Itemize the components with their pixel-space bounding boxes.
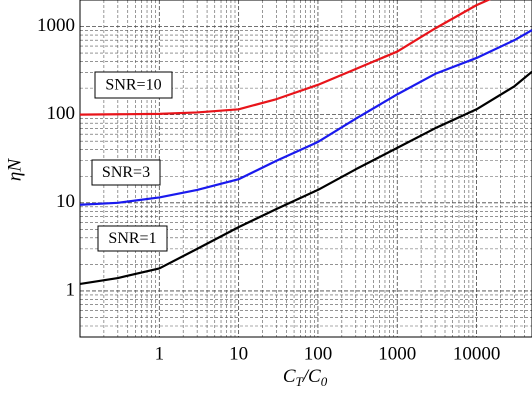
- x-label-part: /C: [302, 366, 321, 387]
- curves: [80, 0, 532, 286]
- plot-frame: [79, 0, 532, 338]
- series-line: [80, 70, 532, 286]
- series-line: [80, 0, 491, 116]
- x-label-sub: T: [296, 374, 304, 389]
- x-tick-label: 1: [155, 343, 165, 364]
- series-line: [80, 29, 532, 206]
- y-axis-label: ηN: [4, 158, 25, 181]
- labels: 1 10 100 1000 10000 1 10 100 1000 SNR=10 SNR=3 SNR=…: [37, 15, 500, 364]
- x-tick-label: 100: [304, 343, 333, 364]
- x-tick-label: 10: [229, 343, 248, 364]
- series-label: SNR=3: [102, 164, 150, 181]
- series-label-box: [94, 71, 173, 99]
- x-tick-label: 10000: [453, 343, 501, 364]
- series-label-box: [91, 159, 161, 186]
- y-tick-label: 100: [47, 103, 76, 124]
- x-tick-label: 1000: [378, 343, 416, 364]
- x-axis-label: CT/C0: [283, 366, 328, 389]
- series-label: SNR=1: [108, 230, 156, 247]
- series-label: SNR=10: [105, 77, 161, 94]
- series-label-box: [97, 225, 168, 252]
- y-tick-label: 10: [56, 191, 75, 212]
- y-tick-label: 1: [66, 279, 76, 300]
- x-label-part: C: [283, 366, 296, 387]
- y-tick-label: 1000: [37, 15, 75, 36]
- x-label-sub: 0: [321, 374, 328, 389]
